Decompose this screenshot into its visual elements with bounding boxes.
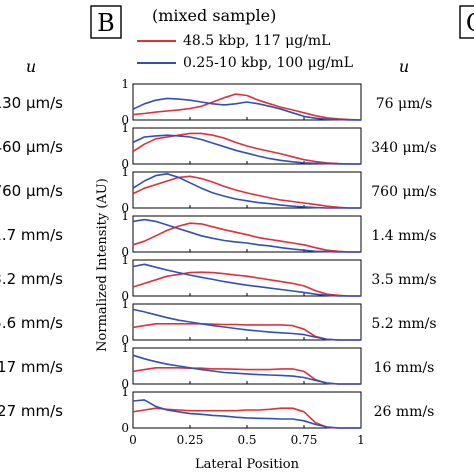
y-tick-label: 1 xyxy=(121,297,129,311)
panel-6: 01 xyxy=(121,297,362,347)
panel-b-box xyxy=(90,5,122,39)
series-line-blue xyxy=(132,308,361,341)
legend-title: (mixed sample) xyxy=(152,6,276,25)
series-line-red xyxy=(132,93,362,121)
left-speed-label: 460 μm/s xyxy=(0,138,63,156)
series-line-red xyxy=(132,175,361,209)
speed-labels: 130 μm/s 76 μm/s 460 μm/s 340 μm/s 760 μm/s 7… xyxy=(0,94,437,420)
x-axis-label: Lateral Position xyxy=(195,457,300,472)
left-speed-label: 17 mm/s xyxy=(0,358,63,376)
series-line-red xyxy=(132,132,361,165)
series-line-blue xyxy=(132,354,361,385)
y-tick-label: 0 xyxy=(121,113,129,127)
right-speed-label: 340 μm/s xyxy=(371,140,436,156)
series-line-blue xyxy=(132,218,361,253)
legend-label-red: 48.5 kbp, 117 μg/mL xyxy=(183,33,330,49)
series-line-blue xyxy=(132,97,361,121)
panel-3: 01 xyxy=(121,165,362,215)
panel-5: 01 xyxy=(121,253,362,303)
right-speed-header: u xyxy=(399,57,409,76)
series-line-blue xyxy=(132,399,361,429)
left-speed-label: 5.6 mm/s xyxy=(0,314,63,332)
panel-8: 01 xyxy=(121,385,362,435)
y-tick-label: 0 xyxy=(121,245,129,259)
y-tick-label: 1 xyxy=(121,385,129,399)
panel-c-box xyxy=(459,5,474,39)
y-tick-label: 0 xyxy=(121,289,129,303)
series-line-blue xyxy=(132,173,361,209)
series-line-blue xyxy=(132,263,361,297)
panel-frame xyxy=(132,303,362,341)
panel-frame xyxy=(132,259,362,297)
panel-frame xyxy=(132,347,362,385)
x-tick-label: 0.75 xyxy=(291,433,318,447)
y-axis-label: Normalized Intensity (AU) xyxy=(95,178,110,352)
right-speed-label: 3.5 mm/s xyxy=(371,272,436,288)
y-tick-label: 1 xyxy=(121,121,129,135)
x-tick-label: 0.5 xyxy=(237,433,256,447)
panel-2: 01 xyxy=(121,121,362,171)
series-line-red xyxy=(132,222,361,253)
series-line-red xyxy=(132,271,361,297)
legend-label-blue: 0.25-10 kbp, 100 μg/mL xyxy=(183,55,353,71)
right-speed-label: 76 μm/s xyxy=(376,96,433,112)
y-tick-label: 0 xyxy=(121,157,129,171)
panel-1: 01 xyxy=(121,77,362,127)
panel-7: 01 xyxy=(121,341,362,391)
y-tick-label: 0 xyxy=(121,377,129,391)
left-speed-label: 1.7 mm/s xyxy=(0,226,63,244)
y-tick-label: 0 xyxy=(121,201,129,215)
left-speed-label: 27 mm/s xyxy=(0,402,63,420)
left-speed-label: 760 μm/s xyxy=(0,182,63,200)
y-tick-label: 1 xyxy=(121,77,129,91)
right-speed-label: 5.2 mm/s xyxy=(371,316,436,332)
right-speed-label: 760 μm/s xyxy=(371,184,436,200)
x-tick-label: 0.25 xyxy=(177,433,204,447)
y-tick-label: 1 xyxy=(121,209,129,223)
right-speed-label: 16 mm/s xyxy=(374,360,435,376)
y-tick-label: 1 xyxy=(121,165,129,179)
right-speed-label: 1.4 mm/s xyxy=(371,228,436,244)
y-tick-label: 0 xyxy=(121,333,129,347)
x-tick-label: 0 xyxy=(129,433,137,447)
series-line-blue xyxy=(132,134,361,165)
panel-b-letter: B xyxy=(97,9,115,37)
right-speed-label: 26 mm/s xyxy=(374,404,435,420)
panel-c-letter: C xyxy=(466,9,474,37)
panel-4: 01 xyxy=(121,209,362,259)
y-tick-label: 0 xyxy=(121,421,129,435)
x-tick-label: 1 xyxy=(357,433,365,447)
y-tick-label: 1 xyxy=(121,341,129,355)
left-speed-label: 3.2 mm/s xyxy=(0,270,63,288)
panel-frame xyxy=(132,171,362,209)
y-tick-label: 1 xyxy=(121,253,129,267)
left-speed-header: u xyxy=(26,57,36,76)
left-speed-label: 130 μm/s xyxy=(0,94,63,112)
